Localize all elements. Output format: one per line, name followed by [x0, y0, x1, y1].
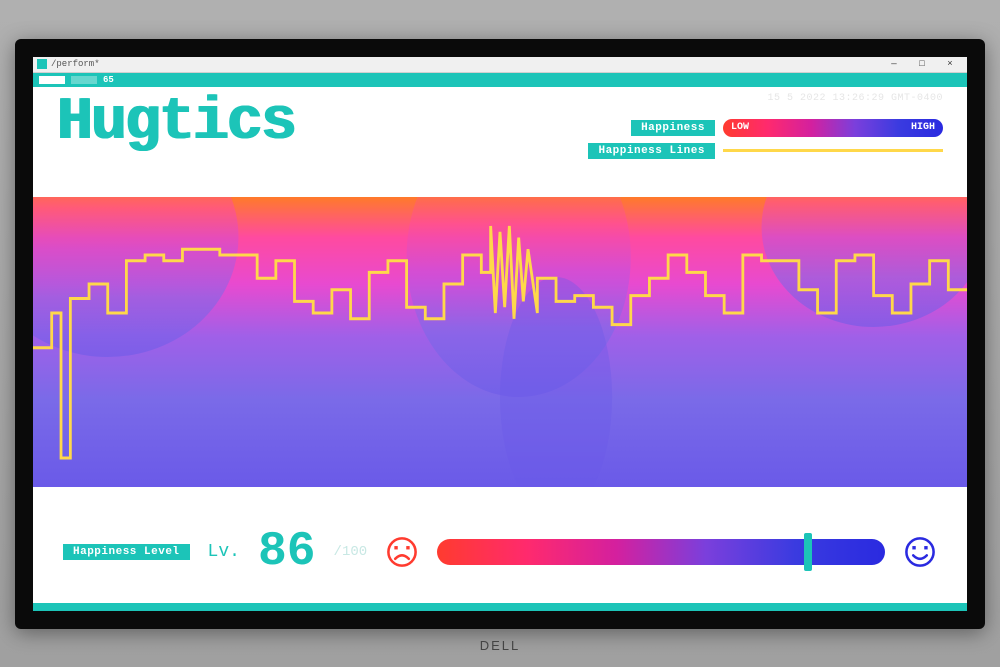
- footer: Happiness Level Lv. 86 /100: [33, 487, 967, 597]
- app-logo: Hugtics: [57, 93, 295, 153]
- app-icon: [37, 59, 47, 69]
- happy-face-icon: [903, 535, 937, 569]
- legend-gradient-bar: LOW HIGH: [723, 119, 943, 137]
- minimize-button[interactable]: —: [881, 57, 907, 71]
- header: Hugtics 15 5 2022 13:26:29 GMT-0400 Happ…: [33, 87, 967, 197]
- lv-prefix: Lv.: [208, 542, 240, 562]
- legend-line-swatch: [723, 149, 943, 152]
- window-title: /perform*: [51, 59, 100, 69]
- legend-low-label: LOW: [731, 122, 749, 133]
- window-titlebar: /perform* — □ ×: [33, 57, 967, 73]
- maximize-button[interactable]: □: [909, 57, 935, 71]
- timestamp: 15 5 2022 13:26:29 GMT-0400: [767, 93, 943, 104]
- fps-bar: 65: [33, 73, 967, 87]
- lv-value: 86: [258, 528, 316, 576]
- happiness-level-tag: Happiness Level: [63, 544, 190, 560]
- legend: Happiness LOW HIGH Happiness Lines: [588, 119, 943, 159]
- fps-value: 65: [103, 75, 114, 85]
- close-button[interactable]: ×: [937, 57, 963, 71]
- legend-happiness-tag: Happiness: [631, 120, 715, 136]
- meter-marker[interactable]: [804, 533, 812, 571]
- legend-lines-tag: Happiness Lines: [588, 143, 715, 159]
- legend-high-label: HIGH: [911, 122, 935, 133]
- app-screen: /perform* — □ × 65 Hugtics 15 5 2022 13:…: [33, 57, 967, 611]
- laptop-brand: DELL: [480, 638, 521, 653]
- happiness-meter[interactable]: [437, 539, 885, 565]
- bottom-accent-bar: [33, 603, 967, 611]
- lv-max: /100: [334, 544, 368, 560]
- sad-face-icon: [385, 535, 419, 569]
- happiness-chart: [33, 197, 967, 487]
